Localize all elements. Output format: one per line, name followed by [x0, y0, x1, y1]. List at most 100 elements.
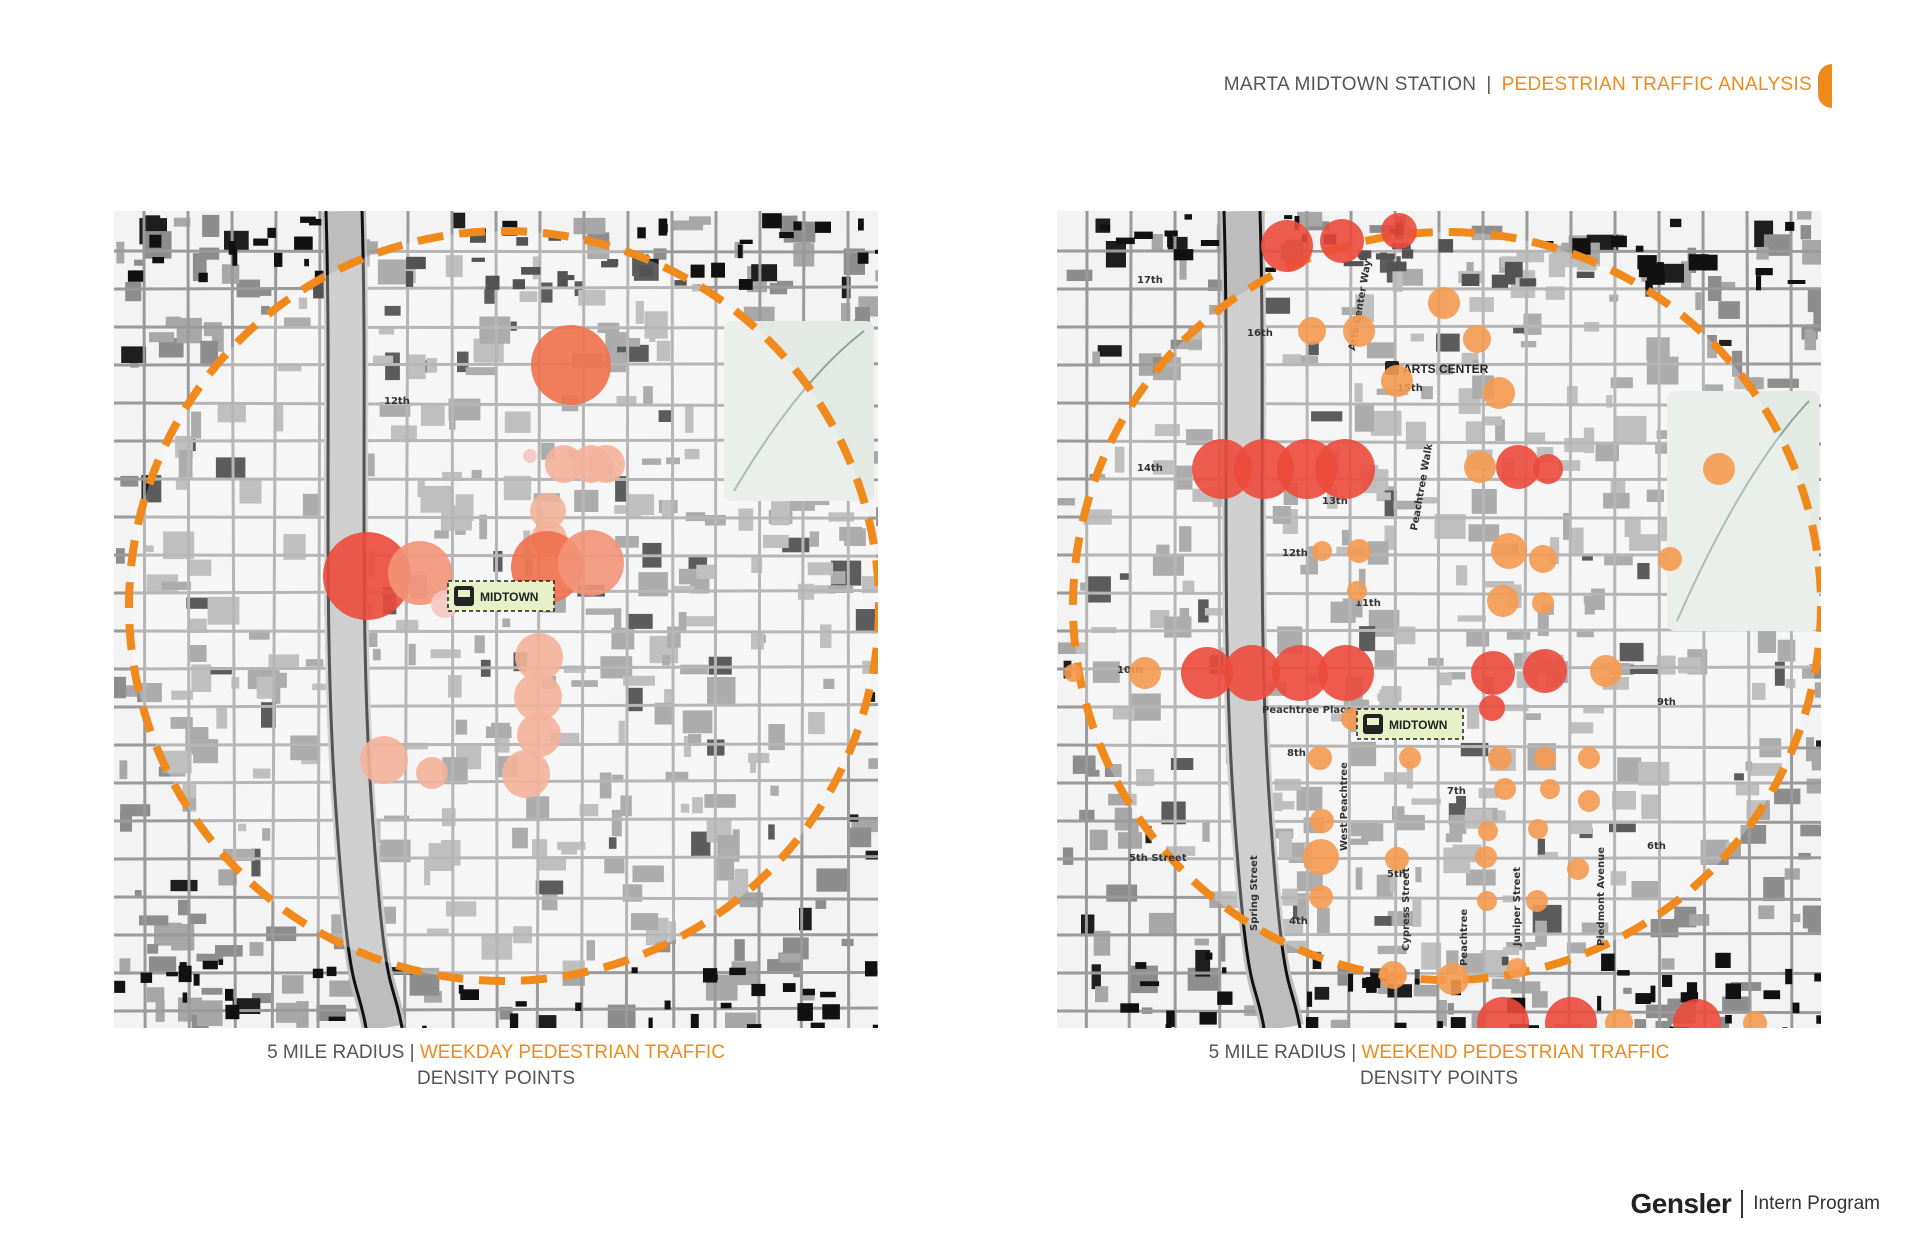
building — [751, 264, 778, 282]
building — [191, 664, 212, 692]
building — [1398, 268, 1423, 286]
edge-building — [1134, 231, 1153, 239]
building — [1467, 704, 1480, 729]
building — [1092, 351, 1100, 367]
building — [1719, 339, 1732, 346]
building — [380, 839, 411, 863]
building — [707, 677, 736, 705]
building — [1548, 253, 1565, 278]
building — [1800, 225, 1812, 240]
building — [1421, 942, 1442, 970]
building — [424, 991, 442, 1003]
building — [815, 900, 827, 909]
building — [120, 804, 151, 817]
building — [1337, 965, 1349, 986]
building — [734, 939, 745, 961]
edge-building — [1635, 993, 1651, 1004]
building — [125, 282, 142, 302]
street-label: 12th — [1282, 548, 1308, 559]
highway-edge — [1222, 211, 1266, 1028]
building — [537, 1015, 557, 1028]
edge-building — [485, 275, 500, 290]
building — [1612, 791, 1636, 810]
building — [643, 386, 653, 405]
building — [615, 476, 627, 502]
edge-building — [659, 224, 668, 233]
edge-building — [1222, 967, 1227, 974]
building — [377, 259, 410, 285]
building — [763, 534, 789, 548]
building — [1377, 945, 1407, 955]
density-point — [1528, 819, 1548, 839]
building — [809, 531, 819, 547]
edge-building — [1782, 1027, 1788, 1028]
density-point — [1379, 961, 1407, 989]
building — [421, 404, 445, 426]
building — [626, 507, 641, 519]
edge-building — [1785, 221, 1795, 231]
density-point — [523, 449, 537, 463]
building — [1656, 655, 1676, 675]
building — [186, 597, 217, 609]
building — [379, 402, 411, 417]
building — [147, 944, 159, 954]
building — [1774, 788, 1801, 805]
building — [1092, 661, 1120, 683]
density-point — [1578, 747, 1600, 769]
density-point — [1234, 439, 1294, 499]
building — [241, 289, 272, 296]
building — [1807, 907, 1821, 934]
edge-building — [793, 221, 802, 231]
street — [230, 211, 237, 1028]
edge-building — [1725, 983, 1741, 999]
edge-building — [1167, 231, 1173, 248]
building — [1757, 628, 1777, 653]
building — [614, 505, 629, 514]
building — [1161, 801, 1186, 825]
building — [455, 494, 474, 522]
building — [504, 411, 531, 433]
building — [249, 942, 264, 956]
weekend-caption-highlight: WEEKEND PEDESTRIAN TRAFFIC — [1361, 1042, 1670, 1063]
edge-building — [648, 1017, 653, 1028]
edge-building — [1386, 261, 1407, 272]
building — [1417, 497, 1438, 504]
edge-building — [1597, 995, 1602, 1011]
edge-building — [1115, 237, 1135, 245]
edge-building — [1164, 230, 1178, 237]
building — [512, 827, 528, 849]
building — [372, 355, 394, 364]
building — [139, 915, 169, 926]
building — [1156, 544, 1170, 561]
building — [535, 880, 564, 895]
radius-circle — [1069, 228, 1821, 984]
street-label: 11th — [1355, 598, 1381, 609]
building — [1482, 416, 1502, 426]
building — [1638, 761, 1670, 786]
building — [1447, 672, 1466, 680]
building — [1478, 788, 1499, 799]
building — [680, 803, 690, 813]
building — [1351, 822, 1379, 837]
building — [201, 987, 223, 995]
building — [1093, 930, 1111, 956]
building — [1811, 755, 1821, 764]
building — [1804, 328, 1817, 351]
density-point — [1428, 287, 1460, 319]
edge-building — [1686, 982, 1698, 998]
page-header: MARTA MIDTOWN STATION | PEDESTRIAN TRAFF… — [1224, 74, 1812, 96]
edge-building — [422, 1025, 427, 1028]
park-path — [1676, 400, 1810, 622]
edge-building — [232, 249, 238, 266]
edge-building — [1645, 280, 1653, 297]
density-point — [1533, 454, 1563, 484]
edge-building — [1787, 280, 1806, 284]
density-point — [1310, 809, 1334, 833]
building — [202, 214, 220, 237]
edge-building — [782, 983, 796, 992]
density-point — [1224, 645, 1280, 701]
edge-building — [797, 1003, 813, 1021]
edge-building — [1519, 278, 1537, 287]
building — [1412, 899, 1422, 927]
building — [252, 768, 271, 779]
